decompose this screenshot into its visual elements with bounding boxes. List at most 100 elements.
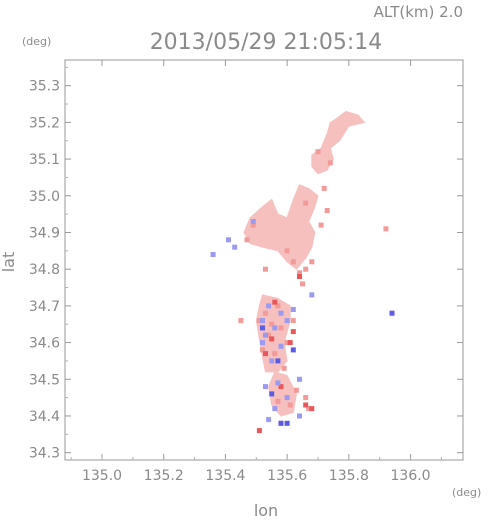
echo-point-positive-32: [238, 318, 244, 324]
echo-point-negative-11: [266, 417, 272, 423]
echo-region-1: [243, 184, 319, 270]
echo-point-positive-21: [269, 321, 275, 327]
echo-point-positive-27: [318, 222, 324, 228]
echo-point-negative-9: [263, 384, 268, 390]
echo-point-positive-13: [281, 365, 287, 371]
echo-region-0: [311, 110, 366, 175]
echo-point-positive-31: [383, 226, 389, 232]
echo-point-positive-14: [293, 387, 299, 393]
echo-point-negative-17: [260, 340, 265, 346]
y-unit-label: (deg): [22, 35, 51, 48]
echo-point-positive-12: [260, 347, 265, 353]
echo-point-positive-10: [284, 340, 290, 346]
echo-point-negative-7: [269, 358, 275, 364]
echo-point-positive_strong-7: [297, 274, 302, 279]
echo-point-positive_strong-2: [309, 406, 315, 412]
echo-point-positive-6: [275, 303, 281, 309]
y-tick-label-6: 34.9: [29, 225, 60, 241]
echo-point-negative-15: [284, 395, 290, 401]
y-tick-label-3: 34.6: [29, 336, 60, 352]
echo-point-positive-29: [315, 149, 321, 155]
echo-point-positive-15: [303, 395, 309, 401]
echo-point-positive_strong-9: [290, 329, 296, 335]
echo-point-positive_strong-5: [263, 351, 268, 357]
echo-point-positive-24: [250, 222, 256, 228]
echo-point-positive_strong-0: [256, 428, 262, 434]
echo-point-positive-2: [297, 270, 302, 276]
echo-point-negative-10: [272, 406, 278, 412]
x-tick-label-0: 135.0: [82, 468, 122, 484]
axis-layer: 135.0 135.2 135.4 135.6 135.8 136.0 34.3 34.4 34…: [29, 59, 464, 484]
y-tick-label-8: 35.1: [29, 152, 60, 168]
echo-point-negative_strong-2: [389, 310, 395, 316]
echo-point-negative-1: [210, 252, 216, 257]
echo-point-positive-5: [309, 259, 315, 265]
y-tick-label-5: 34.8: [29, 262, 60, 278]
echo-point-negative-20: [309, 292, 315, 298]
echo-point-negative-21: [266, 303, 272, 309]
echo-point-negative_strong-6: [290, 347, 296, 353]
echo-point-positive-30: [327, 160, 333, 166]
echo-point-negative-0: [232, 244, 238, 250]
echo-point-negative_strong-0: [278, 420, 284, 426]
x-tick-label-2: 135.4: [205, 468, 245, 484]
echo-point-negative-4: [272, 325, 278, 331]
echo-point-positive_strong-8: [269, 336, 275, 342]
echo-point-negative-18: [297, 413, 302, 419]
y-tick-label-10: 35.3: [29, 79, 60, 95]
y-tick-label-2: 34.5: [29, 372, 60, 388]
plot-frame: [64, 59, 464, 461]
echo-point-positive_strong-6: [278, 384, 284, 390]
echo-point-positive-9: [266, 332, 272, 338]
x-unit-label: (deg): [452, 486, 481, 499]
echo-point-positive-17: [287, 402, 293, 408]
echo-point-positive-0: [284, 248, 290, 254]
x-tick-label-4: 135.8: [329, 468, 369, 484]
echo-point-negative-16: [297, 376, 302, 382]
echo-point-positive_strong-1: [303, 402, 309, 408]
echo-point-negative_strong-4: [275, 358, 281, 364]
y-tick-label-9: 35.2: [29, 115, 60, 131]
echo-point-negative-14: [290, 307, 296, 312]
y-tick-label-0: 34.3: [29, 446, 60, 462]
y-tick-label-1: 34.4: [29, 409, 60, 425]
echo-point-negative-6: [278, 343, 284, 349]
echo-point-positive-8: [278, 325, 284, 331]
x-tick-label-1: 135.2: [144, 468, 184, 484]
echo-point-positive-23: [244, 237, 250, 243]
echo-point-negative-5: [263, 332, 268, 338]
echo-point-positive-3: [303, 266, 309, 272]
echo-point-positive-7: [263, 310, 268, 316]
echo-point-negative-2: [226, 237, 231, 243]
echo-point-positive-25: [321, 185, 327, 191]
echo-point-negative-12: [284, 318, 290, 324]
altitude-label: ALT(km) 2.0: [374, 3, 463, 21]
echo-point-negative_strong-1: [284, 420, 290, 426]
plot-layer: [210, 110, 395, 434]
echo-point-negative-13: [278, 310, 284, 316]
echo-point-negative-8: [275, 380, 281, 386]
echo-point-positive_strong-4: [272, 299, 278, 305]
echo-point-negative_strong-5: [269, 391, 275, 397]
echo-point-positive-26: [324, 208, 330, 213]
echo-point-positive-22: [290, 318, 296, 324]
echo-point-positive-28: [303, 200, 309, 206]
echo-point-positive-33: [263, 266, 268, 272]
echo-point-negative-19: [250, 219, 256, 224]
x-tick-label-3: 135.6: [267, 468, 307, 484]
y-tick-label-7: 35.0: [29, 189, 60, 205]
echo-point-positive-1: [290, 259, 296, 265]
echo-point-positive-18: [275, 398, 281, 404]
echo-point-positive-11: [272, 351, 278, 357]
echo-point-negative-3: [260, 318, 265, 324]
x-axis-label: lon: [254, 501, 278, 520]
echo-point-positive-4: [300, 281, 306, 287]
chart-title: 2013/05/29 21:05:14: [150, 30, 383, 55]
y-tick-label-4: 34.7: [29, 299, 60, 315]
echo-point-negative_strong-3: [260, 325, 265, 331]
echo-point-positive_strong-3: [287, 340, 293, 346]
y-axis-label: lat: [0, 252, 18, 273]
echo-point-positive-20: [256, 318, 262, 324]
